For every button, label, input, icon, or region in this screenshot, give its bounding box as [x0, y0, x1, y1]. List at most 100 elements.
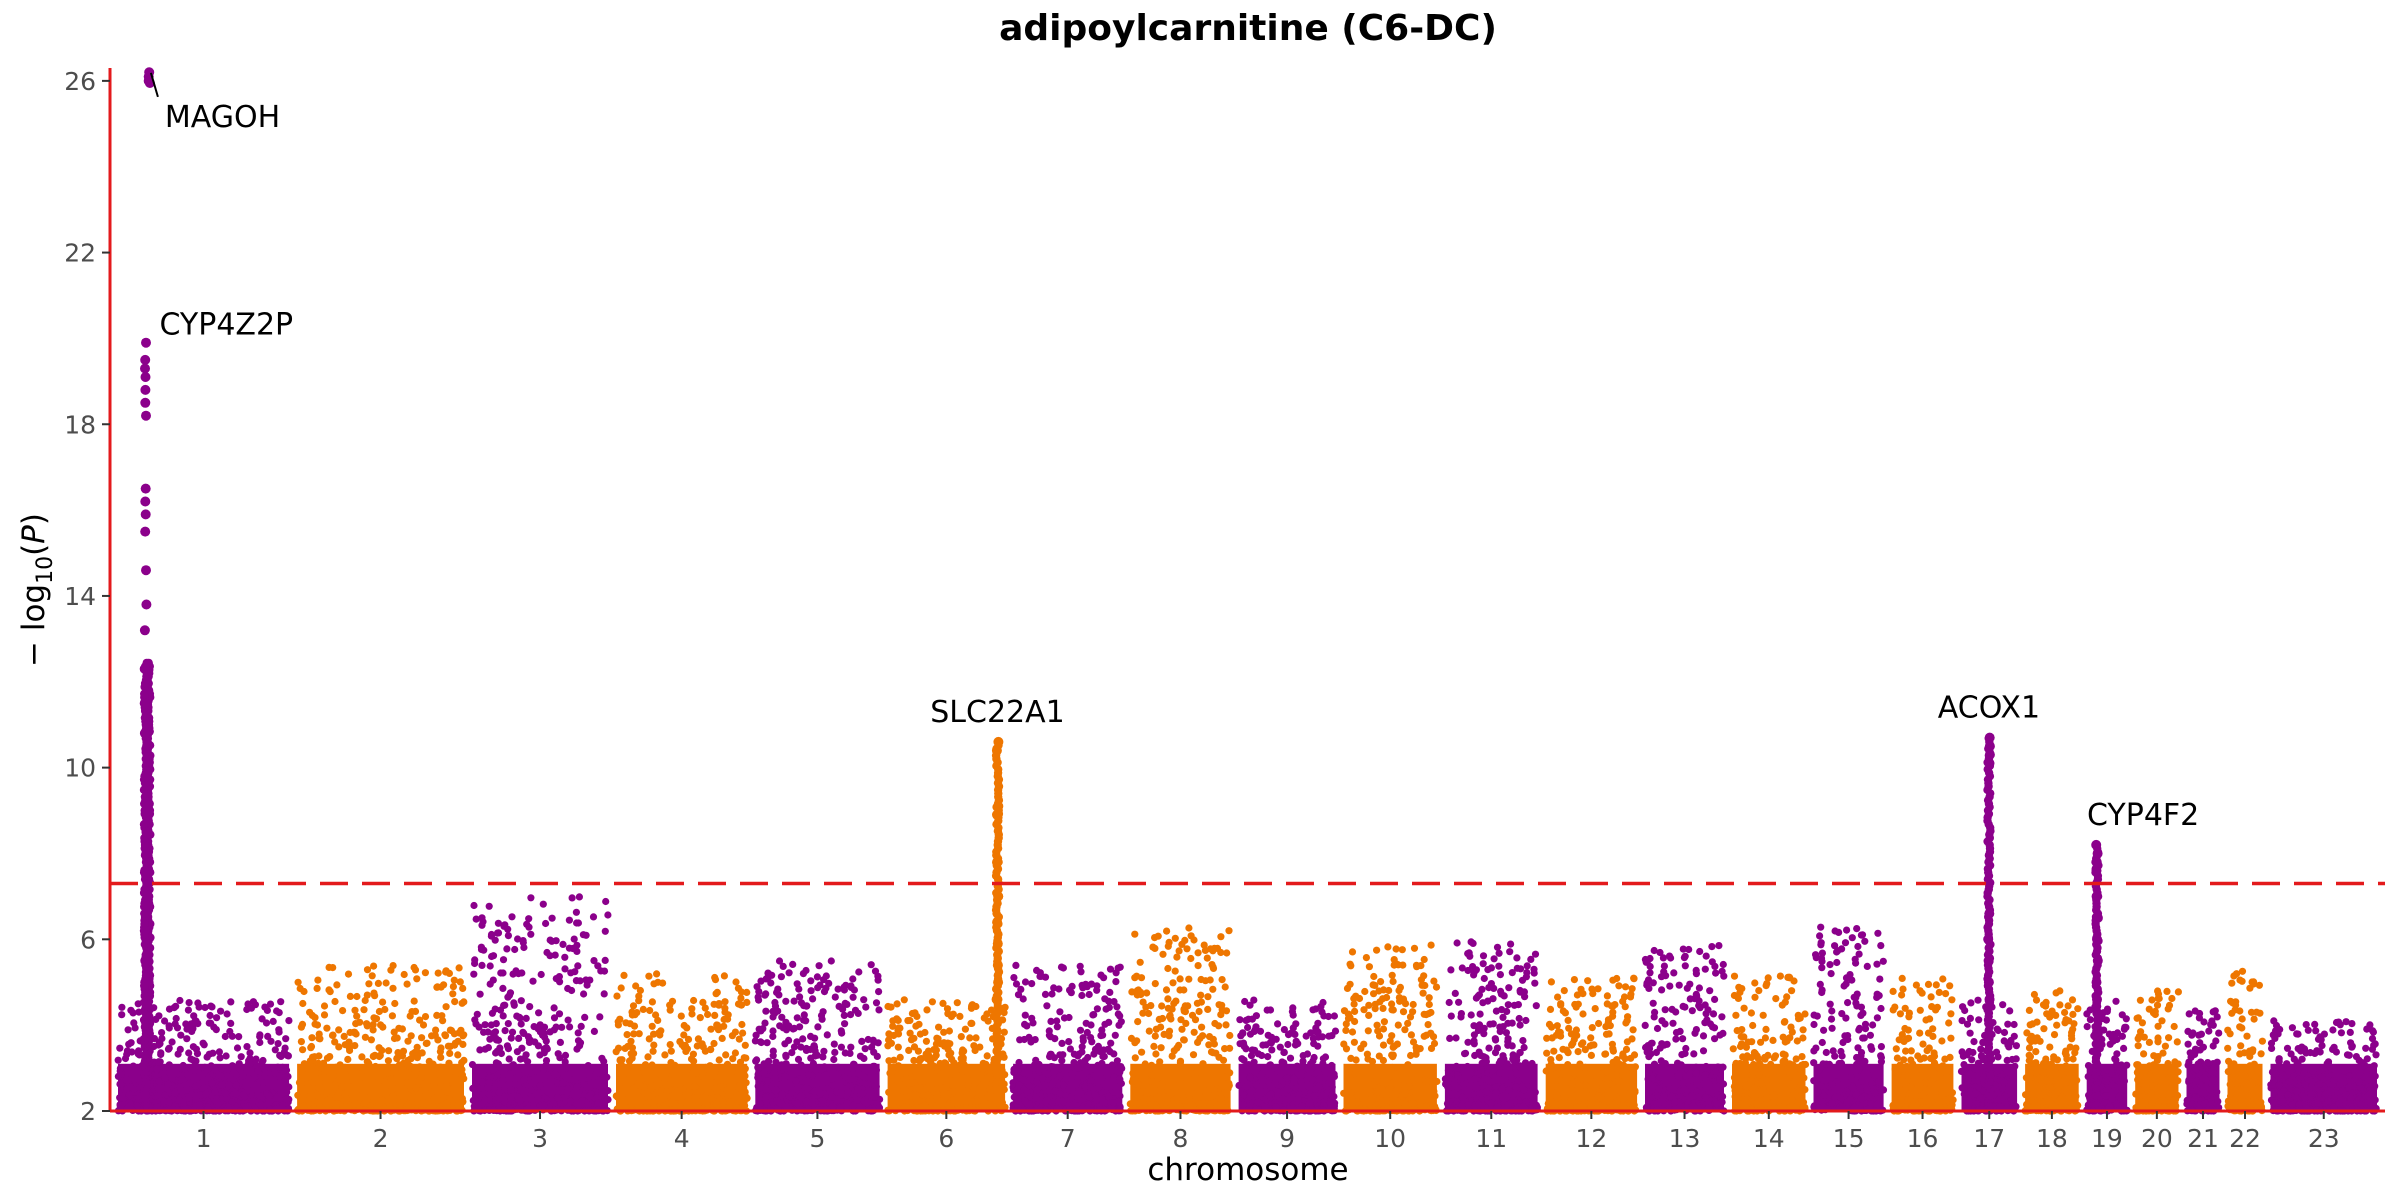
snp-point: [1470, 1022, 1478, 1030]
snp-point: [389, 962, 397, 970]
snp-point: [1482, 1054, 1490, 1062]
snp-point: [331, 997, 339, 1006]
snp-point: [1504, 1038, 1512, 1046]
snp-point: [1196, 1034, 1204, 1043]
snp-point: [1340, 1040, 1348, 1048]
snp-point: [828, 1093, 836, 1101]
snp-point: [564, 1085, 572, 1093]
snp-point: [1473, 1084, 1481, 1092]
snp-point: [441, 1086, 449, 1095]
snp-point: [489, 976, 497, 984]
snp-point: [1699, 1047, 1708, 1055]
snp-point: [720, 1022, 728, 1030]
snp-point: [1679, 945, 1687, 953]
snp-point: [510, 1001, 518, 1009]
snp-point: [616, 1097, 624, 1105]
snp-point: [1001, 1071, 1009, 1079]
snp-point: [1283, 1085, 1291, 1093]
snp-point: [1751, 993, 1759, 1001]
snp-point: [486, 1074, 494, 1082]
snp-point: [211, 1088, 219, 1096]
snp-point: [851, 1006, 860, 1014]
snp-point: [256, 1038, 264, 1047]
snp-point: [277, 998, 285, 1006]
snp-point: [507, 1086, 515, 1094]
snp-point: [1329, 1101, 1337, 1109]
snp-point: [242, 1103, 250, 1111]
snp-point: [1564, 1073, 1572, 1081]
snp-point: [774, 985, 782, 993]
snp-point: [627, 1050, 635, 1058]
snp-point: [363, 1058, 371, 1066]
snp-point: [1432, 983, 1441, 991]
snp-point: [282, 1035, 290, 1043]
snp-point: [1401, 1090, 1409, 1098]
snp-point: [1128, 1078, 1136, 1086]
snp-point: [1151, 980, 1159, 988]
snp-point: [1102, 1005, 1110, 1013]
snp-point: [600, 990, 608, 998]
snp-point: [559, 940, 567, 949]
snp-point: [924, 1091, 932, 1099]
snp-point: [1242, 1083, 1251, 1091]
snp-point: [1010, 1065, 1018, 1073]
snp-point: [795, 985, 803, 993]
snp-point: [1564, 1061, 1572, 1069]
snp-point: [813, 973, 822, 981]
snp-point: [1311, 1085, 1320, 1093]
snp-point: [1310, 1092, 1318, 1100]
snp-point: [1389, 977, 1397, 986]
snp-point: [1242, 1061, 1251, 1069]
snp-point: [908, 1079, 916, 1087]
snp-point: [1023, 1088, 1031, 1096]
snp-point: [1213, 944, 1222, 953]
snp-point: [741, 1065, 749, 1073]
snp-point: [266, 1069, 274, 1077]
snp-point: [595, 1082, 603, 1090]
snp-point: [777, 973, 786, 981]
snp-point: [601, 956, 609, 965]
snp-point: [959, 1054, 967, 1062]
snp-point: [460, 1056, 468, 1064]
snp-point: [1242, 1045, 1250, 1053]
snp-point: [941, 1084, 949, 1092]
snp-point: [688, 1005, 696, 1013]
snp-point: [477, 943, 485, 951]
snp-point: [1574, 1000, 1582, 1008]
snp-point: [1391, 1070, 1399, 1078]
snp-point: [711, 1011, 719, 1020]
snp-point: [799, 970, 808, 978]
snp-point: [1330, 1092, 1338, 1101]
snp-point: [299, 999, 307, 1008]
snp-point: [194, 999, 202, 1007]
snp-point: [764, 969, 772, 977]
snp-point: [1516, 1021, 1524, 1029]
snp-point: [1048, 1098, 1057, 1106]
snp-point: [404, 1060, 412, 1068]
snp-point: [1032, 1094, 1040, 1102]
snp-point: [712, 990, 720, 998]
snp-point: [1029, 1019, 1037, 1027]
snp-point: [1647, 1050, 1655, 1058]
snp-point: [1091, 1091, 1099, 1099]
snp-point: [536, 1028, 545, 1036]
snp-point: [1487, 1099, 1495, 1107]
snp-point: [190, 1012, 198, 1020]
snp-point: [1418, 981, 1426, 989]
snp-point: [885, 1030, 893, 1038]
snp-point: [1701, 965, 1709, 973]
snp-point: [716, 1073, 724, 1081]
snp-point: [476, 1046, 484, 1054]
snp-point: [1669, 1019, 1677, 1027]
snp-point: [118, 1003, 126, 1011]
snp-point: [448, 1075, 456, 1084]
snp-point: [1404, 1061, 1412, 1069]
snp-point: [1565, 1024, 1573, 1032]
snp-point: [850, 1060, 858, 1068]
snp-point: [1278, 1058, 1286, 1066]
snp-point: [1531, 1088, 1539, 1096]
snp-point: [369, 1026, 377, 1034]
snp-point: [434, 969, 442, 977]
snp-point: [1648, 1074, 1656, 1082]
snp-point: [1516, 986, 1524, 995]
